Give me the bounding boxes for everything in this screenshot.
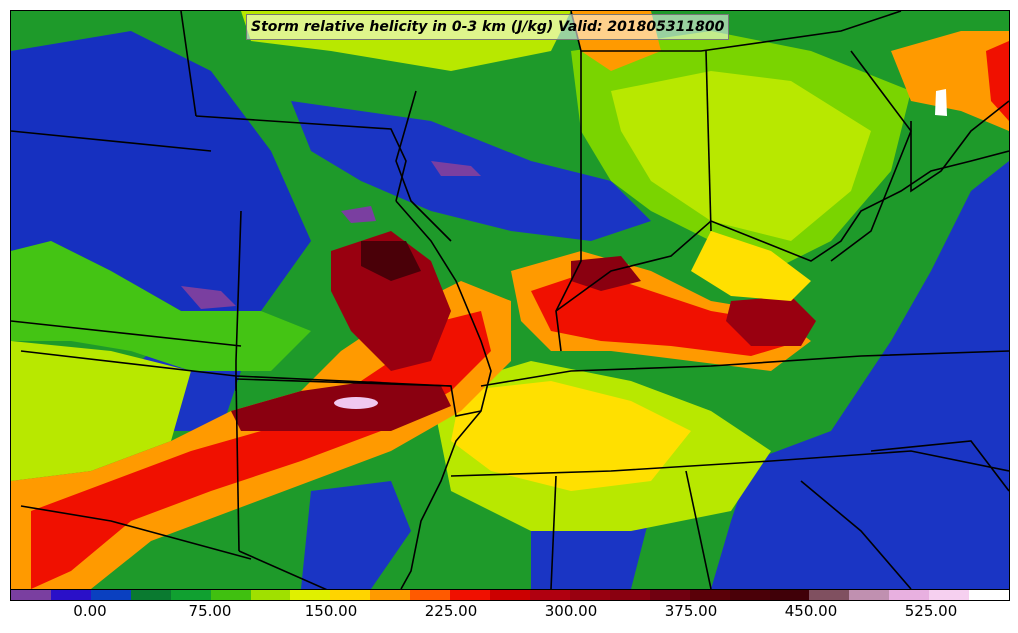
border-in-east (705, 50, 712, 232)
colorbar-tick-labels: 0.00 75.00 150.00 225.00 300.00 375.00 450.00 5… (10, 602, 1008, 626)
field-yellowgreen-1 (611, 71, 871, 241)
border-ne (180, 11, 197, 117)
border-ms-al (550, 475, 557, 589)
colorbar-tick-label: 75.00 (188, 602, 232, 620)
colorbar-segment (370, 590, 411, 600)
border-mississippi (395, 200, 492, 589)
colorbar-segment (609, 590, 650, 600)
field-blue-se (711, 161, 1009, 589)
field-pink-core (334, 397, 378, 409)
border-ohio-river (555, 150, 1009, 312)
colorbar-segment (490, 590, 530, 600)
colorbar-segment (290, 590, 331, 600)
colorbar-segment (649, 590, 690, 600)
border-oh-west (830, 50, 912, 262)
border-al-ga (685, 470, 712, 589)
colorbar-tick-label: 0.00 (73, 602, 107, 620)
colorbar-segment (130, 590, 171, 600)
border-ga-sc (800, 480, 912, 589)
colorbar-tick-label: 375.00 (664, 602, 718, 620)
field-blue-southmid (301, 481, 411, 589)
border-wv-va (910, 100, 1009, 193)
field-red-mid (531, 271, 801, 356)
colorbar-tick-label: 300.00 (544, 602, 598, 620)
field-maroon-core (361, 241, 421, 281)
colorbar-segment (889, 590, 930, 600)
colorbar-tick-label: 150.00 (304, 602, 358, 620)
colorbar-segment (689, 590, 730, 600)
border-il-west (395, 90, 452, 242)
field-purple-2 (431, 161, 481, 176)
colorbar-segment (250, 590, 291, 600)
field-red-swband (31, 311, 491, 589)
border-mo-ar (235, 378, 482, 417)
colorbar (10, 589, 1010, 601)
border-nc-north (870, 440, 1009, 492)
colorbar-segment (969, 590, 1010, 600)
field-red-ne (986, 41, 1009, 121)
state-borders (11, 11, 1009, 589)
field-purple-1 (181, 286, 236, 309)
colorbar-segment (90, 590, 131, 600)
field-yellow-1 (451, 381, 691, 491)
map-panel (10, 10, 1010, 590)
colorbar-segment (729, 590, 770, 600)
colorbar-segment (11, 590, 51, 600)
colorbar-segment (330, 590, 371, 600)
field-darkred-mid1 (571, 256, 641, 291)
border-tn-south (450, 450, 1009, 477)
border-ar-south (238, 550, 328, 589)
colorbar-segment (529, 590, 570, 600)
border-ok-east (235, 375, 240, 552)
field-darkred-mid2 (726, 296, 816, 346)
border-il-east (555, 51, 582, 352)
colorbar-segment (410, 590, 451, 600)
colorbar-segment (569, 590, 610, 600)
colorbar-segment (809, 590, 850, 600)
colorbar-segment (50, 590, 91, 600)
field-blue-nw (11, 31, 311, 311)
colorbar-segment (450, 590, 491, 600)
field-purple-3 (341, 206, 376, 223)
colorbar-tick-label: 525.00 (904, 602, 958, 620)
field-orange-ne (891, 31, 1009, 131)
map-title: Storm relative helicity in 0-3 km (J/kg)… (246, 14, 730, 40)
colorbar-tick-label: 450.00 (784, 602, 838, 620)
border-ky-tn (480, 350, 1009, 387)
helicity-map (11, 11, 1009, 589)
border-wi-il-west (195, 115, 407, 202)
colorbar-segment (849, 590, 890, 600)
colorbar-segment (769, 590, 810, 600)
colorbar-segment (210, 590, 251, 600)
colorbar-segment (929, 590, 970, 600)
border-ok-tx (20, 505, 252, 560)
colorbar-segment (170, 590, 211, 600)
border-ia-mo (11, 320, 242, 347)
border-mn-ia (11, 130, 212, 152)
colorbar-tick-label: 225.00 (424, 602, 478, 620)
field-white-ne (935, 89, 947, 116)
field-yellowgreen-w (11, 341, 191, 481)
field-yellow-mid (691, 231, 811, 301)
